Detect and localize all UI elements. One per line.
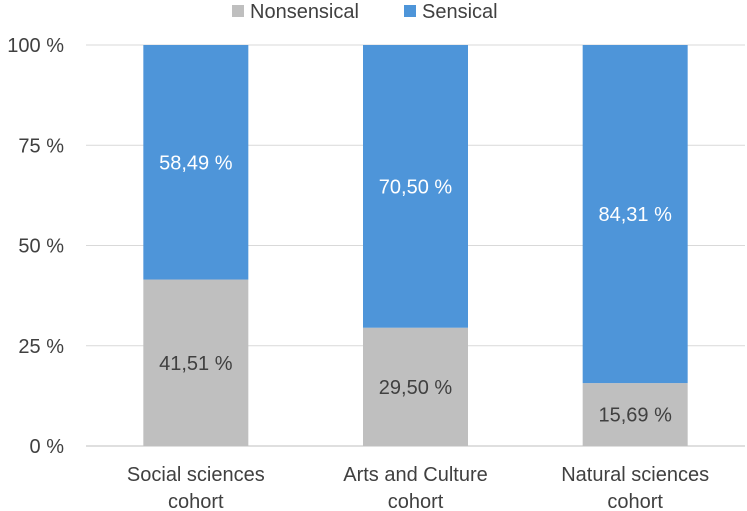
bar-segment-nonsensical [582, 383, 688, 446]
x-category-label-line: cohort [388, 491, 444, 511]
bar-segment-sensical [582, 45, 688, 384]
bar-segment-nonsensical [363, 327, 468, 446]
legend-label: Nonsensical [250, 1, 359, 23]
legend-label: Sensical [422, 1, 498, 23]
y-tick-label: 75 % [18, 135, 64, 157]
y-tick-label: 100 % [7, 35, 64, 57]
bar-segment-sensical [143, 45, 249, 280]
x-category-label-line: Natural sciences [561, 464, 709, 486]
y-tick-label: 50 % [18, 236, 64, 258]
bar-segment-nonsensical [143, 279, 249, 446]
bar-segment-sensical [363, 45, 468, 328]
y-axis-ticks: 0 % 25 % 50 % 75 % 100 % [7, 35, 64, 458]
data-label: 29,50 % [379, 377, 453, 399]
x-category-label: Social sciences cohort [127, 464, 265, 511]
x-category-label-line: cohort [607, 491, 663, 511]
legend-swatch-nonsensical [232, 5, 244, 17]
data-label: 70,50 % [379, 176, 453, 198]
legend: Nonsensical Sensical [232, 1, 498, 23]
x-category-label: Natural sciences cohort [561, 464, 709, 511]
data-label: 15,69 % [598, 405, 672, 427]
y-tick-label: 0 % [30, 436, 65, 458]
x-axis-categories: Social sciences cohort Arts and Culture coh… [127, 464, 709, 511]
data-label: 84,31 % [598, 204, 672, 226]
x-category-label-line: cohort [168, 491, 224, 511]
data-label: 58,49 % [159, 152, 233, 174]
x-category-label-line: Arts and Culture [343, 464, 488, 486]
y-tick-label: 25 % [18, 336, 64, 358]
data-label: 41,51 % [159, 353, 233, 375]
x-category-label: Arts and Culture cohort [343, 464, 488, 511]
bars [143, 45, 688, 446]
data-labels: 41,51 % 58,49 % 29,50 % 70,50 % 15,69 % 84,31… [159, 152, 672, 426]
x-category-label-line: Social sciences [127, 464, 265, 486]
legend-swatch-sensical [404, 5, 416, 17]
